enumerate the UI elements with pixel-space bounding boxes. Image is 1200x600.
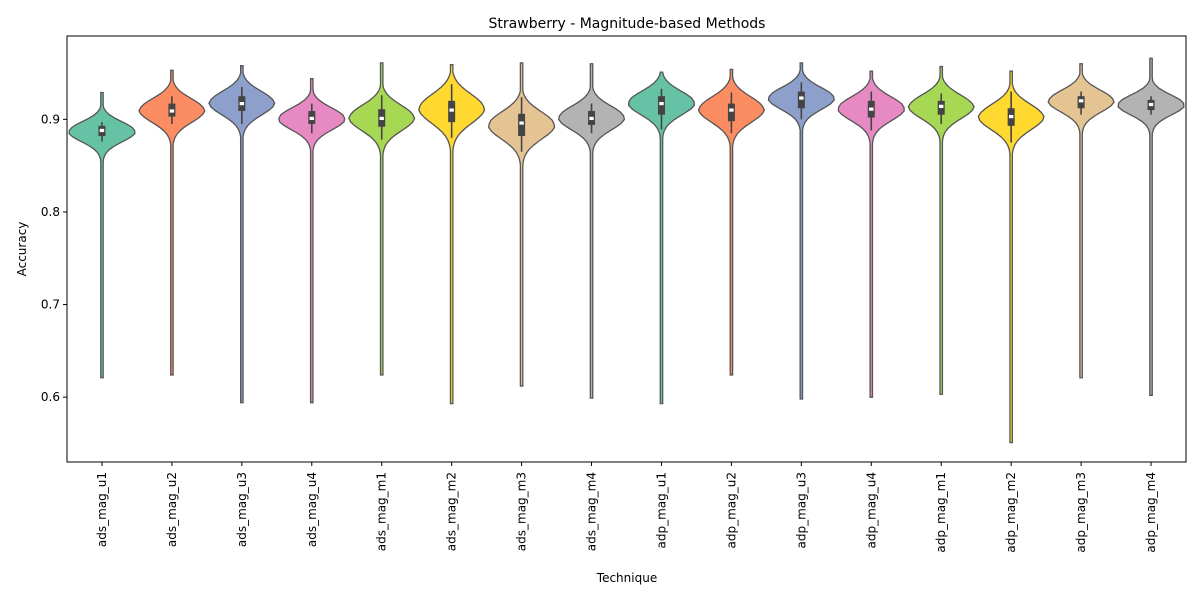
x-tick-label: ads_mag_u2 bbox=[165, 472, 179, 547]
violin bbox=[138, 69, 206, 376]
violin bbox=[977, 70, 1045, 444]
violin-iqr-box bbox=[657, 96, 665, 115]
violin bbox=[1117, 57, 1185, 396]
plot-frame bbox=[66, 35, 1187, 463]
violin-body bbox=[557, 63, 626, 399]
x-tick-label: ads_mag_m1 bbox=[375, 472, 389, 551]
violin-median bbox=[99, 128, 105, 133]
violin-iqr-box bbox=[797, 91, 805, 109]
violin-body bbox=[977, 70, 1045, 444]
plot-area bbox=[68, 57, 1185, 444]
violin-body bbox=[68, 91, 136, 379]
violin bbox=[418, 64, 486, 405]
violin bbox=[627, 71, 696, 405]
violin bbox=[837, 70, 905, 398]
violin bbox=[68, 91, 136, 379]
violin bbox=[348, 62, 416, 376]
y-tick-label: 0.6 bbox=[41, 390, 60, 404]
x-tick-label: ads_mag_m3 bbox=[515, 472, 529, 551]
y-axis-label: Accuracy bbox=[15, 222, 29, 277]
x-tick-label: adp_mag_m4 bbox=[1144, 472, 1158, 553]
violin bbox=[278, 77, 346, 404]
violin bbox=[697, 68, 765, 376]
violin bbox=[488, 62, 556, 387]
x-tick-label: ads_mag_m2 bbox=[445, 472, 459, 551]
violin-median bbox=[1078, 99, 1084, 103]
violin-body bbox=[907, 65, 975, 396]
x-tick-label: ads_mag_u1 bbox=[95, 472, 109, 547]
y-axis: 0.6 0.7 0.8 0.9 bbox=[41, 112, 67, 404]
x-tick-label: adp_mag_m3 bbox=[1074, 472, 1088, 553]
violin-body bbox=[348, 62, 416, 376]
violin-median bbox=[519, 121, 524, 125]
chart-title: Strawberry - Magnitude-based Methods bbox=[489, 16, 766, 32]
x-axis: ads_mag_u1 ads_mag_u2 ads_mag_u3 ads_mag_u4… bbox=[95, 462, 1158, 553]
violin-body bbox=[1047, 63, 1115, 379]
violin-median bbox=[169, 109, 175, 113]
x-tick-label: adp_mag_m2 bbox=[1004, 472, 1018, 553]
x-tick-label: adp_mag_u1 bbox=[654, 472, 668, 549]
violin-median bbox=[799, 96, 804, 100]
violin-body bbox=[767, 62, 835, 400]
violin-body bbox=[1117, 57, 1185, 396]
violin bbox=[557, 63, 626, 399]
y-tick-label: 0.7 bbox=[41, 298, 60, 312]
violin-median bbox=[939, 104, 944, 108]
violin-median bbox=[659, 102, 664, 106]
violin-body bbox=[837, 70, 905, 398]
violin-median bbox=[1148, 102, 1154, 107]
violin-body bbox=[278, 77, 346, 404]
y-tick-label: 0.8 bbox=[41, 205, 60, 219]
x-tick-label: adp_mag_m1 bbox=[934, 472, 948, 553]
violin-median bbox=[869, 107, 874, 111]
violin-body bbox=[627, 71, 696, 405]
violin bbox=[907, 65, 975, 396]
violin-median bbox=[379, 116, 384, 121]
violin bbox=[767, 62, 835, 400]
violin-body bbox=[697, 68, 765, 376]
violin-iqr-box bbox=[518, 113, 526, 137]
x-axis-label: Technique bbox=[596, 571, 657, 585]
violin-median bbox=[239, 102, 245, 106]
violin-median bbox=[449, 108, 454, 112]
x-tick-label: ads_mag_u4 bbox=[305, 472, 319, 547]
x-tick-label: adp_mag_u2 bbox=[724, 472, 738, 549]
violin-body bbox=[138, 69, 206, 376]
violin bbox=[1047, 63, 1115, 379]
x-tick-label: adp_mag_u4 bbox=[864, 472, 878, 549]
y-tick-label: 0.9 bbox=[41, 112, 60, 126]
x-tick-label: adp_mag_u3 bbox=[794, 472, 808, 549]
violin-body bbox=[208, 64, 276, 404]
x-tick-label: ads_mag_m4 bbox=[585, 472, 599, 551]
violin-median bbox=[589, 116, 594, 121]
violin bbox=[208, 64, 276, 404]
violin-median bbox=[309, 116, 314, 121]
x-tick-label: ads_mag_u3 bbox=[235, 472, 249, 547]
violin-median bbox=[729, 108, 734, 112]
violin-body bbox=[418, 64, 486, 405]
violin-iqr-box bbox=[727, 103, 735, 122]
violin-body bbox=[488, 62, 556, 387]
violin-median bbox=[1008, 114, 1014, 119]
